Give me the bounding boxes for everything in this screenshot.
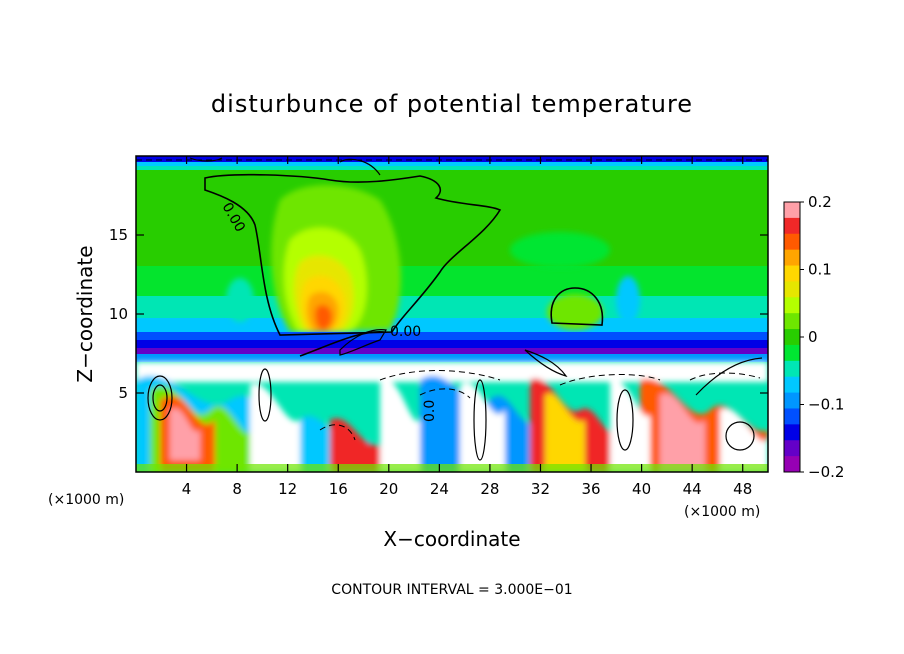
colorbar-segment: [784, 376, 800, 394]
colorbar-label: −0.2: [808, 463, 844, 481]
x-axis-title: X−coordinate: [383, 527, 520, 551]
colorbar-segment: [784, 313, 800, 330]
x-tick-label: 32: [531, 480, 550, 498]
x-tick-label: 24: [430, 480, 449, 498]
x-tick-label: 20: [379, 480, 398, 498]
x-tick-label: 28: [480, 480, 499, 498]
y-tick-label: 15: [109, 226, 128, 244]
y-unit-label: (×1000 m): [684, 504, 760, 520]
colorbar-label: 0.2: [808, 193, 832, 211]
colorbar-label: −0.1: [808, 396, 844, 414]
x-tick-label: 40: [632, 480, 651, 498]
plot-area: [136, 156, 768, 472]
colorbar-segment: [784, 281, 800, 298]
colorbar-segment: [784, 392, 800, 409]
x-tick-label: 44: [683, 480, 702, 498]
contour-label-lower: 0.0: [422, 400, 438, 422]
colorbar-segment: [784, 360, 800, 378]
colorbar: 0.2 0.1 0 −0.1 −0.2: [783, 193, 844, 481]
contour-label-middle: 0.00: [390, 324, 421, 340]
colorbar-segment: [784, 265, 800, 282]
colorbar-segment: [784, 249, 800, 267]
colorbar-segment: [784, 329, 800, 346]
x-tick-label: 48: [733, 480, 752, 498]
x-unit-label: (×1000 m): [48, 492, 124, 508]
y-tick-label: 10: [109, 305, 128, 323]
x-tick-label: 12: [278, 480, 297, 498]
contour-interval-note: CONTOUR INTERVAL = 3.000E−01: [331, 582, 572, 598]
colorbar-segment: [784, 408, 800, 425]
colorbar-segment: [784, 456, 800, 473]
colorbar-label: 0: [808, 328, 818, 346]
x-tick-label: 16: [329, 480, 348, 498]
colorbar-segment: [784, 217, 800, 235]
x-tick-label: 36: [581, 480, 600, 498]
colorbar-segment: [784, 344, 800, 362]
x-tick-label: 8: [232, 480, 242, 498]
y-tick-label: 5: [118, 384, 128, 402]
colorbar-segment: [784, 233, 800, 251]
chart-title: disturbunce of potential temperature: [211, 90, 693, 118]
x-tick-label: 4: [182, 480, 192, 498]
turbulent-contours: [147, 157, 763, 461]
x-axis: 4 8 12 16 20 24 28 32 36 40 44 48: [182, 156, 752, 498]
colorbar-segment: [784, 202, 800, 219]
colorbar-segment: [784, 424, 800, 441]
y-axis-title: Z−coordinate: [73, 245, 97, 382]
colorbar-label: 0.1: [808, 261, 832, 279]
contour-lines: [204, 173, 604, 357]
colorbar-segment: [784, 440, 800, 457]
negative-contours: [136, 159, 768, 441]
y-axis: 5 10 15: [109, 226, 768, 402]
colorbar-segment: [784, 297, 800, 314]
